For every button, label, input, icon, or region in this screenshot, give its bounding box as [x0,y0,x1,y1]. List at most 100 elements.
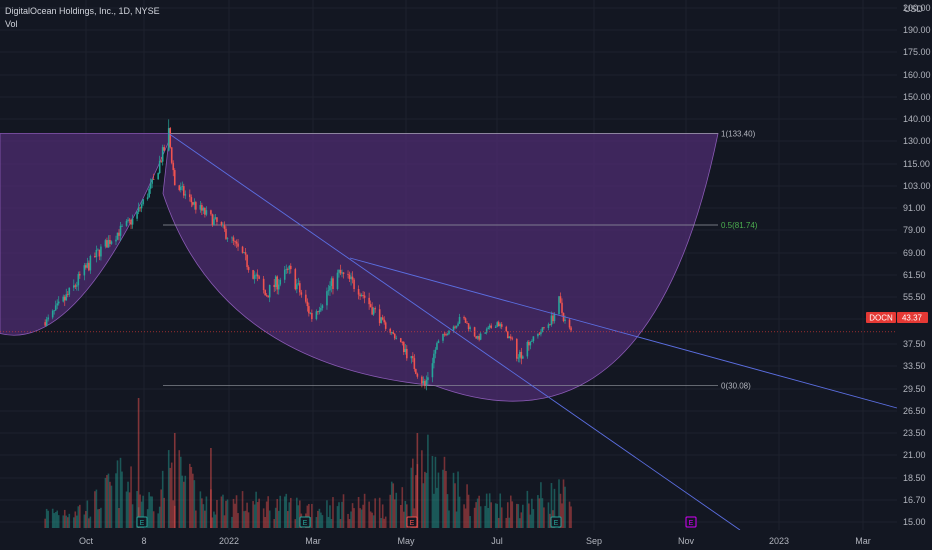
candle-body [509,336,512,339]
earnings-event-icon[interactable]: E [299,516,311,528]
candle-body [359,294,361,297]
volume-bar [399,505,402,528]
volume-bar [268,510,271,528]
candle-body [149,183,152,189]
candle-body [308,306,310,314]
candle-body [299,283,301,293]
time-tick-label: Oct [79,536,94,546]
candle-body [466,322,468,324]
volume-bar [517,504,520,528]
candle-body [390,332,393,333]
volume-bar [332,497,334,528]
event-letter: E [554,520,559,527]
candle-body [464,318,467,323]
candle-body [321,305,324,309]
candle-body [317,311,319,313]
event-letter: E [689,520,694,527]
candle-body [77,274,80,286]
candle-body [237,243,239,247]
candle-body [128,219,131,221]
volume-bar [464,508,467,528]
price-tick-label: 150.00 [903,92,931,102]
volume-bar [44,518,46,528]
candle-body [179,186,182,191]
candle-body [368,297,370,305]
price-tick-label: 103.00 [903,181,931,191]
volume-bar [519,518,521,528]
volume-bar [289,497,292,528]
volume-bar [329,505,331,528]
candle-body [142,199,144,205]
volume-bar [63,509,66,528]
candle-body [469,327,471,330]
volume-bar [110,485,113,528]
candle-body [318,310,321,313]
candle-body [148,188,150,198]
volume-bar [243,511,245,528]
candle-body [360,295,363,297]
price-axis[interactable] [897,0,932,550]
volume-bar [225,500,227,528]
time-tick-label: Sep [586,536,602,546]
volume-bar [232,498,235,528]
candle-body [528,341,530,346]
candle-body [190,197,193,203]
volume-bar [167,450,170,528]
candle-body [422,381,425,384]
volume-bar [532,509,535,528]
volume-bar [494,503,497,528]
price-tick-label: 115.00 [903,159,930,169]
volume-bar [529,514,532,528]
time-axis[interactable] [0,530,932,550]
price-tick-label: 33.50 [903,361,926,371]
volume-bar [211,517,214,528]
volume-bar [412,458,414,528]
fib-label: 1(133.40) [721,130,756,139]
volume-bar [115,473,117,528]
volume-bar [184,475,187,528]
candle-body [436,343,438,350]
volume-bar [452,472,455,528]
volume-bar [98,508,101,528]
candle-body [452,326,455,331]
earnings-event-icon[interactable]: E [685,516,697,528]
volume-bar [277,510,280,528]
volume-bar [431,455,434,528]
candle-body [372,308,375,315]
earnings-event-icon[interactable]: E [136,516,148,528]
volume-bar [288,502,291,528]
candle-body [550,315,553,325]
candle-body [109,239,111,244]
volume-bar [125,491,128,528]
event-box [550,516,562,528]
volume-bar [201,498,203,528]
candle-body [506,331,509,339]
price-tick-label: 175.00 [903,47,931,57]
candle-body [211,214,214,226]
volume-bar [374,498,376,528]
earnings-event-icon[interactable]: E [406,516,418,528]
volume-bar [528,503,530,528]
volume-indicator-label[interactable]: Vol [5,19,18,29]
price-tick-label: 15.00 [903,517,926,527]
volume-bar [157,513,159,528]
volume-bar [445,470,447,528]
fib-levels: 1(133.40) 0.5(81.74) 0(30.08) [163,130,758,391]
volume-bar [158,506,161,528]
volume-bar [511,501,514,528]
candle-body [273,284,276,288]
volume-bar [342,494,345,528]
volume-bar [390,481,393,528]
candle-body [225,228,227,239]
volume-bar [448,510,450,528]
volume-bar [568,501,571,528]
candle-body [300,292,303,295]
earnings-event-icon[interactable]: E [550,516,562,528]
price-tick-label: 200.00 [903,3,931,13]
candle-body [137,207,140,212]
time-axis-labels: Oct 8 2022 Mar May Jul Sep Nov 2023 Mar [79,536,871,546]
volume-bar [189,463,191,528]
volume-bar [285,493,288,528]
